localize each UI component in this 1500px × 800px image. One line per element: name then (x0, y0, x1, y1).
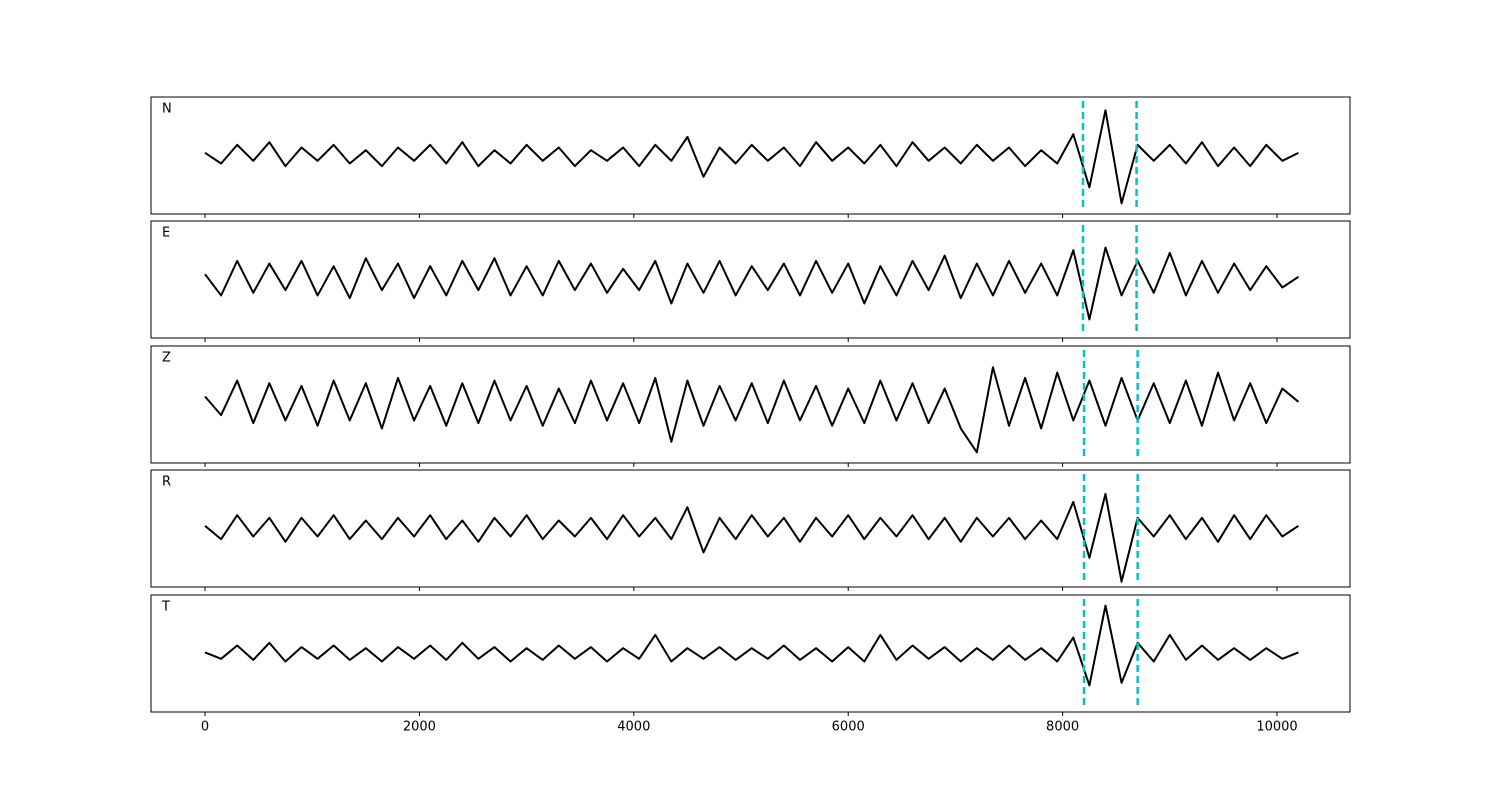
x-tick-label: 6000 (832, 720, 865, 735)
panel-label: R (162, 475, 171, 490)
panel-label: Z (162, 351, 171, 366)
trace (204, 604, 1299, 687)
trace (204, 246, 1299, 321)
x-tick-label: 10000 (1256, 720, 1297, 735)
panel-label: T (161, 600, 170, 615)
panel-label: E (162, 226, 170, 241)
trace (204, 366, 1300, 454)
trace (204, 109, 1299, 205)
x-tick-label: 4000 (617, 720, 650, 735)
panel-frame (150, 220, 1351, 339)
x-tick-label: 0 (201, 720, 209, 735)
panel-frame (150, 469, 1351, 588)
panel-frame (150, 594, 1351, 713)
panel-frame (150, 345, 1351, 464)
trace (204, 492, 1299, 583)
x-tick-label: 2000 (403, 720, 436, 735)
panel-label: N (162, 102, 172, 117)
panel-frame (150, 96, 1351, 215)
x-tick-label: 8000 (1046, 720, 1079, 735)
